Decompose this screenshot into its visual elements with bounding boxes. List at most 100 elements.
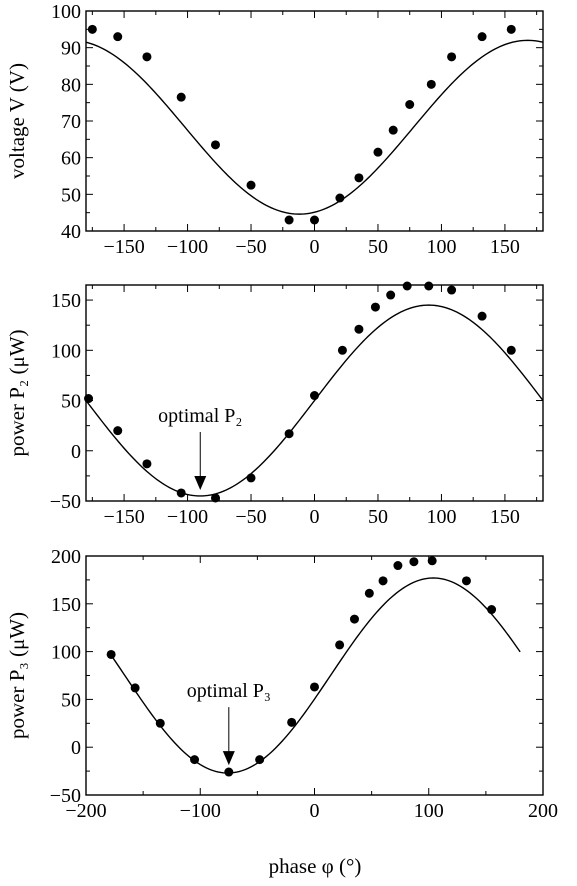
- data-point: [335, 640, 345, 650]
- fit-curve: [108, 577, 521, 774]
- data-point: [402, 281, 412, 291]
- data-point: [210, 493, 220, 503]
- data-point: [142, 459, 152, 469]
- y-tick-label: 150: [51, 594, 81, 616]
- y-tick-label: 70: [61, 111, 81, 133]
- x-tick-label: 0: [310, 800, 320, 822]
- data-point: [142, 52, 152, 62]
- fit-curve: [85, 39, 544, 215]
- data-point: [506, 24, 516, 34]
- data-point: [447, 52, 457, 62]
- data-point: [424, 281, 434, 291]
- power-p3-panel: −200 −100 0 100 200 −50 0 50 100 150 200 power P₃ (…: [5, 546, 558, 822]
- data-point: [310, 391, 319, 401]
- data-point: [487, 605, 497, 615]
- data-point: [477, 32, 487, 42]
- data-point: [405, 100, 415, 109]
- x-tick-label: 200: [528, 800, 558, 822]
- x-tick-label: −50: [235, 236, 266, 258]
- data-point: [255, 755, 265, 765]
- y-tick-label: 100: [51, 340, 81, 362]
- data-point: [176, 92, 186, 102]
- data-point: [370, 302, 380, 312]
- annotation-label: optimal P₂: [158, 405, 242, 427]
- x-tick-label: 0: [310, 236, 320, 258]
- x-tick-label: 50: [368, 236, 388, 258]
- x-tick-label: −100: [167, 506, 208, 528]
- x-tick-label: 50: [368, 506, 388, 528]
- axis-frame: [85, 555, 544, 796]
- data-point: [176, 488, 186, 498]
- data-point: [310, 215, 319, 225]
- annotation-arrow-head: [222, 751, 235, 766]
- axis-frame: [85, 10, 544, 232]
- y-tick-label: 50: [61, 391, 81, 413]
- data-point: [310, 682, 319, 692]
- data-point: [364, 588, 374, 598]
- voltage-panel: −150 −100 −50 0 50 100 150 40 50 60 70 80 90 100 volta…: [5, 1, 544, 258]
- y-tick-label: 80: [61, 74, 81, 96]
- y-tick-label: 100: [51, 1, 81, 23]
- data-point: [113, 32, 123, 42]
- x-tick-label: −150: [103, 236, 144, 258]
- data-point: [477, 311, 487, 321]
- y-tick-label: 0: [71, 737, 81, 759]
- x-tick-label: 150: [490, 236, 520, 258]
- data-point: [506, 345, 516, 355]
- y-axis-label: power P₃ (μW): [5, 612, 29, 739]
- data-point: [354, 173, 364, 183]
- annotation-arrow-head: [194, 475, 207, 490]
- data-point: [461, 576, 471, 586]
- data-point: [337, 345, 347, 355]
- data-point: [87, 24, 97, 34]
- y-tick-label: 90: [61, 38, 81, 60]
- y-tick-label: −50: [50, 491, 81, 513]
- data-point: [246, 473, 256, 483]
- data-point: [373, 147, 383, 157]
- data-point: [190, 755, 200, 765]
- x-tick-label: −100: [167, 236, 208, 258]
- y-tick-label: 40: [61, 221, 81, 243]
- data-point: [284, 429, 294, 439]
- x-tick-label: 0: [310, 506, 320, 528]
- x-tick-label: −150: [103, 506, 144, 528]
- data-point: [409, 557, 419, 567]
- y-axis-label: power P₂ (μW): [5, 329, 29, 456]
- data-point: [349, 614, 359, 624]
- fit-curve: [85, 304, 544, 497]
- x-tick-label: 150: [490, 506, 520, 528]
- data-point: [426, 79, 436, 89]
- x-tick-label: 100: [426, 506, 456, 528]
- y-tick-label: 60: [61, 148, 81, 170]
- y-tick-label: 200: [51, 546, 81, 568]
- data-point: [106, 649, 116, 659]
- data-point: [354, 324, 364, 334]
- data-point: [246, 180, 256, 190]
- data-point: [113, 426, 123, 436]
- x-tick-label: −200: [65, 800, 106, 822]
- data-point: [287, 717, 297, 727]
- power-p2-panel: −150 −100 −50 0 50 100 150 −50 0 50 100 150 power P₂…: [5, 281, 544, 528]
- data-point: [130, 683, 140, 693]
- y-tick-label: 50: [61, 689, 81, 711]
- data-point: [427, 556, 437, 566]
- data-point: [447, 285, 457, 295]
- y-tick-label: −50: [50, 785, 81, 807]
- x-tick-label: 100: [426, 236, 456, 258]
- data-point: [386, 290, 396, 300]
- data-point: [224, 767, 234, 777]
- y-tick-label: 100: [51, 642, 81, 664]
- data-point: [378, 576, 388, 586]
- data-point: [210, 140, 220, 150]
- x-tick-label: −100: [180, 800, 221, 822]
- annotation-label: optimal P₃: [187, 680, 271, 702]
- data-point: [393, 561, 403, 571]
- data-point: [284, 215, 294, 225]
- x-tick-label: 100: [414, 800, 444, 822]
- x-axis-label: phase φ (°): [269, 854, 362, 878]
- x-tick-label: −50: [235, 506, 266, 528]
- y-tick-label: 150: [51, 290, 81, 312]
- y-tick-label: 50: [61, 184, 81, 206]
- data-point: [155, 718, 165, 728]
